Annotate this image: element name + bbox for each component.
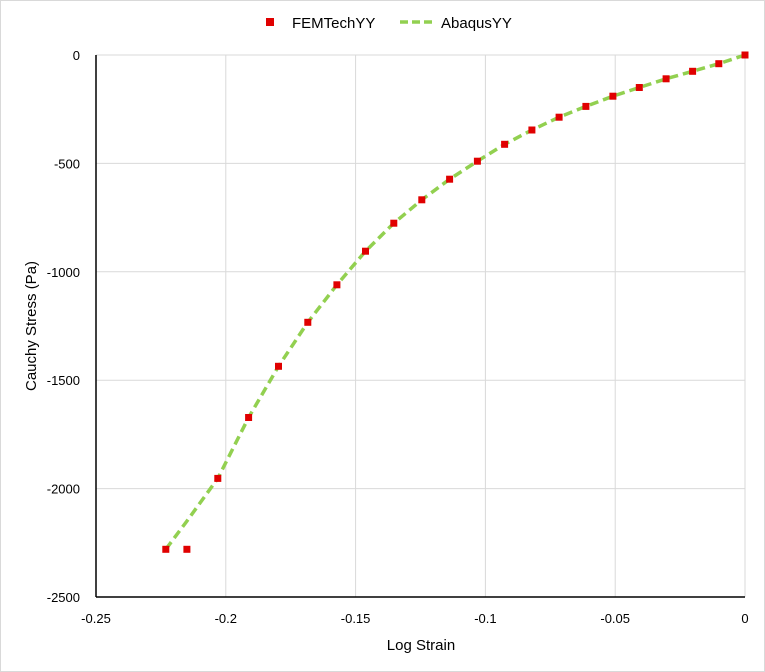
legend-abaqus-label: AbaqusYY [441, 15, 512, 32]
y-tick-label: -2000 [47, 482, 80, 497]
y-tick-label: 0 [73, 48, 80, 63]
legend-femtech-marker [266, 18, 274, 26]
data-point-femtech [689, 67, 697, 75]
x-tick-label: 0 [741, 611, 748, 626]
y-axis-title: Cauchy Stress (Pa) [23, 261, 40, 391]
x-tick-label: -0.1 [474, 611, 496, 626]
data-point-femtech [390, 219, 398, 227]
data-point-femtech [715, 60, 723, 68]
data-point-femtech [333, 281, 341, 289]
data-point-femtech [473, 157, 481, 165]
x-tick-label: -0.2 [215, 611, 237, 626]
tick-labels: -0.25 -0.2 -0.15 -0.1 -0.05 0 -2500 -2000 -1500 -… [47, 48, 749, 626]
axes [95, 55, 745, 598]
series-layer [162, 51, 749, 553]
y-tick-label: -500 [54, 156, 80, 171]
y-tick-label: -1500 [47, 373, 80, 388]
data-point-femtech [555, 113, 563, 121]
data-point-femtech [162, 545, 170, 553]
data-point-femtech [582, 102, 590, 110]
data-point-femtech [528, 126, 536, 134]
y-tick-label: -2500 [47, 590, 80, 605]
x-axis-title: Log Strain [387, 637, 455, 654]
data-point-femtech [609, 92, 617, 100]
data-point-femtech [635, 84, 643, 91]
data-point-femtech [362, 247, 369, 255]
data-point-femtech [214, 474, 222, 482]
legend-femtech-label: FEMTechYY [292, 15, 375, 32]
data-point-femtech [304, 318, 312, 326]
data-point-femtech [446, 175, 454, 183]
x-tick-label: -0.25 [81, 611, 111, 626]
data-point-femtech [662, 75, 670, 83]
data-point-femtech [741, 51, 749, 59]
data-point-femtech [245, 414, 253, 421]
x-tick-label: -0.05 [600, 611, 630, 626]
legend: FEMTechYY AbaqusYY [266, 15, 512, 32]
data-point-femtech [501, 140, 509, 148]
data-point-femtech [275, 362, 282, 370]
data-point-femtech [183, 545, 191, 553]
data-point-femtech [418, 196, 426, 204]
series-line-abaqus [164, 53, 746, 551]
y-tick-label: -1000 [47, 265, 80, 280]
x-tick-label: -0.15 [341, 611, 371, 626]
